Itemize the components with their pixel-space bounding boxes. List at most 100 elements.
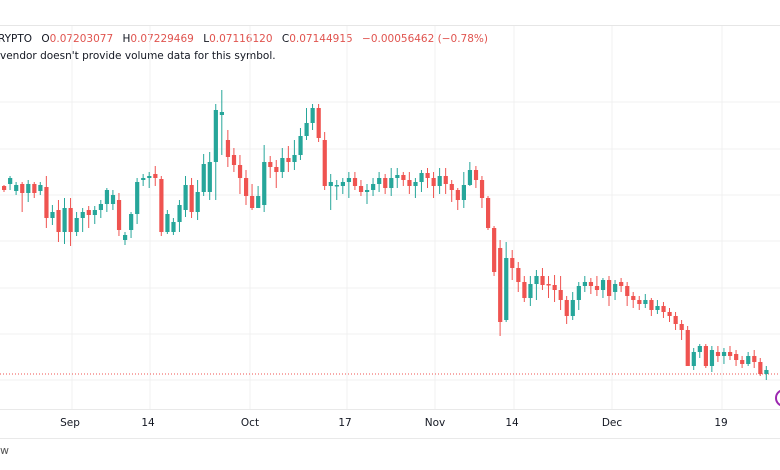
time-axis-tick: 14 [505,417,519,429]
candle [213,104,218,200]
candle [110,190,116,210]
candle [437,168,442,194]
candle [461,172,466,208]
candle [383,174,388,194]
candle [159,176,164,236]
candle [256,186,261,208]
candle [413,178,418,198]
candle [44,176,49,228]
candle [516,262,521,292]
candle [649,298,654,316]
candle [274,160,279,188]
candle [304,108,309,140]
candle [703,344,708,368]
candle [123,232,128,245]
candle [661,302,666,318]
time-axis-tick: Sep [60,417,80,429]
time-axis-tick: 19 [714,417,728,429]
candlestick-chart[interactable] [0,26,780,409]
candle [135,178,140,224]
candle [177,200,182,232]
candle [643,294,648,308]
candle [310,104,315,130]
symbol-label: RYPTO [0,33,33,45]
low-value: 0.07116120 [209,33,273,45]
candle [225,130,231,167]
candle [153,166,158,186]
candle [479,176,485,208]
candle [528,276,533,306]
candle [98,200,103,218]
candle [504,242,509,322]
candle [129,212,134,238]
candle [425,168,430,188]
candle [655,300,660,314]
candle [50,205,55,225]
candle [171,218,176,235]
time-axis[interactable]: Sep 14 Oct 17 Nov 14 Dec 19 [0,409,780,439]
candle [20,182,25,212]
candle [365,184,370,204]
candle [449,180,454,202]
candle [207,152,212,200]
candle [141,174,146,186]
candle [594,276,600,296]
footer-text: w [0,444,9,457]
candle [268,156,273,178]
candle [728,346,733,360]
candle [637,296,642,310]
candle [86,206,91,228]
candle [721,348,727,364]
change-value: −0.00056462 (−0.78%) [362,33,488,45]
candle [32,182,37,198]
candle [570,292,575,320]
candle [673,312,678,330]
candle [377,172,382,192]
low-label: L [203,33,210,45]
candle [346,172,352,198]
candle [467,162,473,186]
candle [334,180,339,200]
candle [389,168,394,196]
candle [358,180,364,196]
candle [395,168,400,188]
candle [237,155,243,194]
candle [758,358,763,376]
candle [286,146,291,172]
candle [407,172,412,194]
candle [250,184,255,210]
candle [371,178,376,196]
candle [183,176,188,217]
candle [2,185,7,192]
candle [244,170,249,205]
candle [546,276,551,298]
candle [219,90,224,155]
candle [522,276,527,302]
open-label: O [41,33,50,45]
candle [322,132,327,190]
ohlc-legend: RYPTO O0.07203077 H0.07229469 L0.0711612… [0,31,488,65]
candle [26,180,31,202]
candle [607,276,612,306]
candle [68,198,73,246]
candle [80,208,85,232]
candle [679,320,684,340]
candle [298,128,303,160]
candle [352,172,358,190]
candle [189,178,194,218]
candle [104,188,110,212]
candle [498,240,503,336]
top-toolbar [0,0,780,26]
candle [443,168,448,194]
candle [401,172,406,186]
candle [588,278,594,294]
candle [697,344,702,358]
candle [582,276,587,292]
candle [201,154,206,196]
candle [691,348,696,370]
candle [340,178,345,194]
candle [14,182,19,195]
candle [56,200,61,242]
candle [667,308,672,322]
time-axis-tick: 17 [338,417,352,429]
